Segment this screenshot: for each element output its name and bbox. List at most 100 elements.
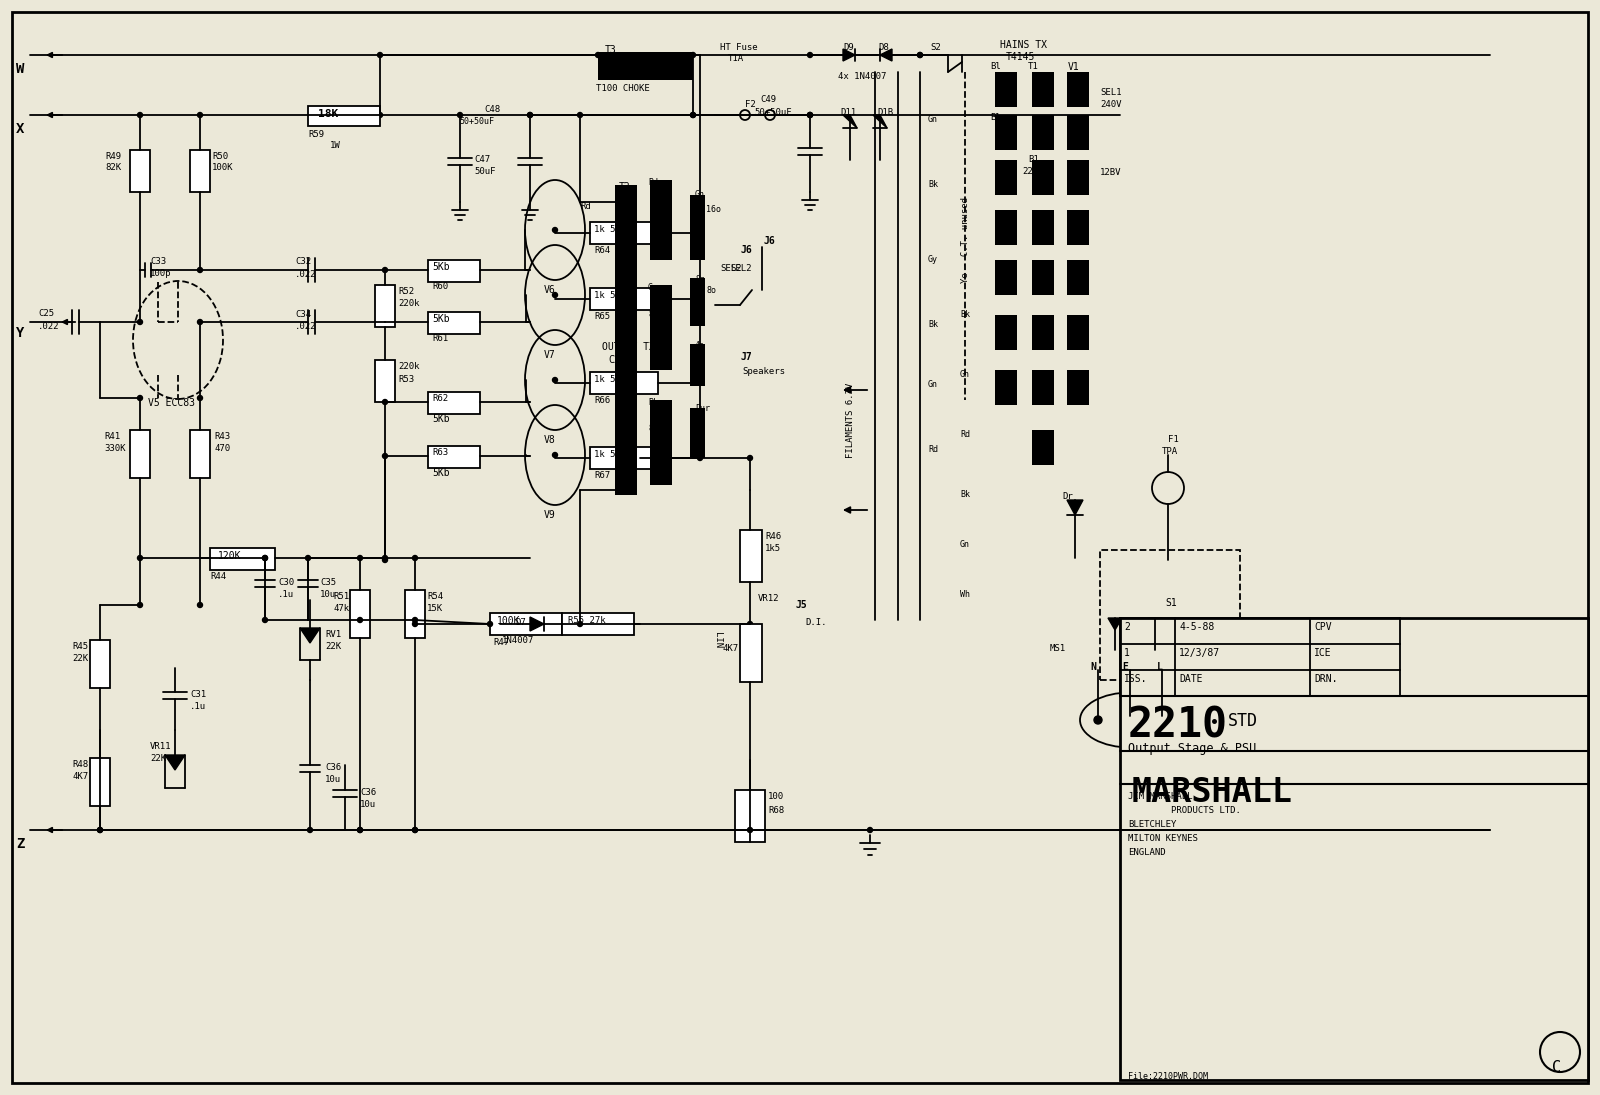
Circle shape [691, 113, 696, 117]
Text: 15K: 15K [427, 604, 443, 613]
Bar [650, 400, 672, 485]
Text: R55 27k: R55 27k [568, 616, 606, 625]
Text: 8n: 8n [694, 275, 706, 284]
Circle shape [698, 456, 702, 461]
Bar [429, 446, 480, 468]
Bar [1032, 370, 1054, 405]
Text: V7: V7 [544, 350, 555, 360]
Bar [590, 288, 658, 310]
Circle shape [808, 113, 813, 117]
Circle shape [378, 53, 382, 58]
Text: 10u: 10u [360, 800, 376, 809]
Text: T3: T3 [605, 45, 616, 55]
Circle shape [98, 828, 102, 832]
Text: MS1: MS1 [1050, 644, 1066, 653]
Bar [741, 530, 762, 583]
Circle shape [741, 110, 750, 120]
Text: FILAMENTS 6.3V: FILAMENTS 6.3V [845, 382, 854, 458]
Bar [350, 590, 370, 638]
Text: 12BV: 12BV [1101, 168, 1122, 177]
Text: 220k: 220k [398, 299, 419, 308]
Circle shape [357, 618, 363, 622]
Bar [590, 222, 658, 244]
Bar [429, 392, 480, 414]
Text: Rd: Rd [928, 445, 938, 454]
Text: Gy: Gy [928, 255, 938, 264]
Circle shape [552, 228, 557, 232]
Circle shape [595, 53, 600, 58]
Bar [690, 344, 706, 387]
Bar [1032, 260, 1054, 295]
Bar [1032, 115, 1054, 150]
Circle shape [413, 828, 418, 832]
Circle shape [197, 602, 203, 608]
Text: Rd: Rd [648, 178, 658, 187]
Bar [598, 51, 693, 80]
Polygon shape [843, 49, 854, 61]
Bar [374, 285, 395, 327]
Text: 4x 1N4007: 4x 1N4007 [838, 72, 886, 81]
Text: Bk: Bk [960, 489, 970, 499]
Text: 100p: 100p [150, 269, 171, 278]
Text: VR12: VR12 [758, 593, 779, 603]
Text: Z: Z [16, 837, 24, 851]
Circle shape [357, 828, 363, 832]
Text: HT Fuse: HT Fuse [720, 43, 758, 51]
Text: D7: D7 [515, 618, 526, 627]
Bar [590, 447, 658, 469]
Text: Bk: Bk [928, 180, 938, 189]
Text: C31: C31 [190, 690, 206, 699]
Text: 220V: 220V [1022, 168, 1043, 176]
Polygon shape [1149, 618, 1162, 630]
Text: R53: R53 [398, 374, 414, 384]
Text: PRODUCTS LTD.: PRODUCTS LTD. [1128, 806, 1242, 815]
Text: 1N4007: 1N4007 [502, 636, 534, 645]
Circle shape [691, 113, 696, 117]
Text: MARSHALL: MARSHALL [1133, 776, 1293, 809]
Text: ICE: ICE [1314, 648, 1331, 658]
Circle shape [747, 622, 752, 626]
Text: Bk: Bk [960, 310, 970, 319]
Text: D1B: D1B [877, 108, 893, 117]
Text: Bk: Bk [928, 320, 938, 328]
Text: R64: R64 [594, 246, 610, 255]
Text: R49: R49 [106, 152, 122, 161]
Bar [995, 160, 1018, 195]
Text: R52: R52 [398, 287, 414, 296]
Text: C48: C48 [483, 105, 501, 114]
Bar [1067, 160, 1090, 195]
Text: J7: J7 [741, 351, 752, 362]
Text: D.I.: D.I. [805, 618, 827, 627]
Text: 1W: 1W [330, 141, 341, 150]
Text: C32: C32 [294, 257, 310, 266]
Text: 5Kb: 5Kb [432, 314, 450, 324]
Text: C49: C49 [760, 95, 776, 104]
Circle shape [808, 113, 813, 117]
Text: V6: V6 [544, 285, 555, 295]
Circle shape [413, 555, 418, 561]
Bar [734, 789, 765, 842]
Text: 1k5: 1k5 [765, 544, 781, 553]
Text: T100 CHOKE: T100 CHOKE [597, 84, 650, 93]
Bar [1032, 210, 1054, 245]
Text: 8n: 8n [648, 310, 658, 319]
Circle shape [747, 456, 752, 461]
Text: C: C [1552, 1060, 1562, 1075]
Circle shape [578, 622, 582, 626]
Text: R59: R59 [309, 130, 325, 139]
Text: Gn: Gn [928, 380, 938, 389]
Text: CPV: CPV [1314, 622, 1331, 632]
Bar [562, 613, 634, 635]
Text: .022: .022 [294, 270, 317, 279]
Text: DATE: DATE [1179, 675, 1203, 684]
Text: L: L [1157, 662, 1163, 672]
Text: C36: C36 [360, 788, 376, 797]
Text: R63: R63 [432, 448, 448, 457]
Circle shape [808, 53, 813, 58]
Text: C2668: C2668 [608, 355, 637, 365]
Text: File:2210PWR.DOM: File:2210PWR.DOM [1128, 1072, 1208, 1081]
Bar [1032, 72, 1054, 107]
Text: 22K: 22K [150, 754, 166, 763]
Text: 5Kb: 5Kb [432, 262, 450, 272]
Circle shape [138, 602, 142, 608]
